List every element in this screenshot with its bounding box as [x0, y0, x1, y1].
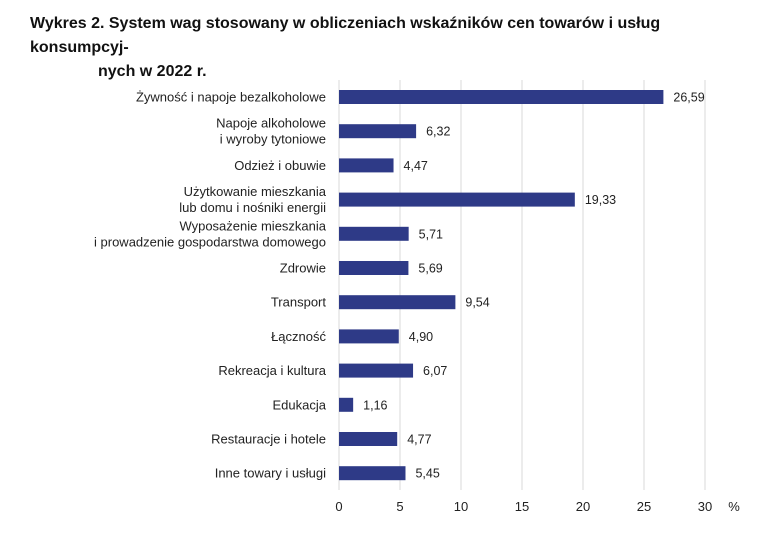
category-label: Odzież i obuwie	[234, 158, 326, 173]
bar	[339, 158, 394, 173]
x-tick-label: 0	[335, 499, 342, 514]
category-label-line: lub domu i nośniki energii	[179, 200, 326, 215]
bars	[339, 90, 664, 481]
x-tick-label: 25	[637, 499, 651, 514]
category-label: Edukacja	[273, 397, 327, 412]
bar	[339, 295, 456, 310]
category-label: Łączność	[271, 329, 326, 344]
category-label-line: Użytkowanie mieszkania	[184, 184, 327, 199]
chart-title-line2: nych w 2022 r.	[98, 63, 207, 80]
category-label-line: Napoje alkoholowe	[216, 116, 326, 131]
bar	[339, 363, 414, 378]
value-label: 6,07	[423, 364, 447, 378]
value-label: 26,59	[673, 91, 704, 105]
category-labels: Żywność i napoje bezalkoholowe Napoje alk…	[94, 90, 327, 481]
bar	[339, 192, 575, 207]
category-label-line: Wyposażenie mieszkania	[179, 218, 326, 233]
bar	[339, 397, 354, 412]
bar	[339, 466, 406, 481]
value-label: 4,47	[404, 159, 428, 173]
bar	[339, 226, 409, 241]
bar	[339, 90, 664, 104]
category-label-line: i prowadzenie gospodarstwa domowego	[94, 234, 326, 249]
bar	[339, 329, 399, 344]
value-label: 9,54	[465, 296, 489, 310]
x-tick-label: 15	[515, 499, 529, 514]
x-axis-ticks: 0 5 10 15 20 25 30%	[335, 499, 740, 514]
value-label: 5,69	[418, 262, 442, 276]
chart-title-line1: Wykres 2. System wag stosowany w oblicze…	[30, 15, 661, 56]
x-tick-label: 10	[454, 499, 468, 514]
gridlines	[338, 80, 706, 490]
category-label-line: i wyroby tytoniowe	[220, 132, 326, 147]
value-label: 6,32	[426, 125, 450, 139]
value-label: 1,16	[363, 398, 387, 412]
value-label: 5,45	[415, 467, 439, 481]
x-tick-label: 20	[576, 499, 590, 514]
category-label: Restauracje i hotele	[211, 432, 326, 447]
value-label: 4,90	[409, 330, 433, 344]
x-tick-label: 5	[396, 499, 403, 514]
x-tick-label: 30	[698, 499, 712, 514]
value-label: 19,33	[585, 193, 616, 207]
bar	[339, 124, 417, 139]
category-label: Inne towary i usługi	[215, 466, 326, 481]
bar	[339, 432, 398, 446]
bar	[339, 261, 409, 275]
value-label: 5,71	[419, 227, 443, 241]
value-labels: 26,59 6,32 4,47 19,33 5,71 5,69 9,54 4,90 6,07 1,…	[363, 91, 705, 481]
value-label: 4,77	[407, 433, 431, 447]
chart-title: Wykres 2. System wag stosowany w oblicze…	[30, 12, 750, 84]
category-label: Żywność i napoje bezalkoholowe	[136, 90, 326, 105]
category-label: Transport	[271, 295, 327, 310]
x-axis-unit-label: %	[728, 499, 740, 514]
category-label: Zdrowie	[280, 261, 326, 276]
category-label: Rekreacja i kultura	[218, 363, 326, 378]
